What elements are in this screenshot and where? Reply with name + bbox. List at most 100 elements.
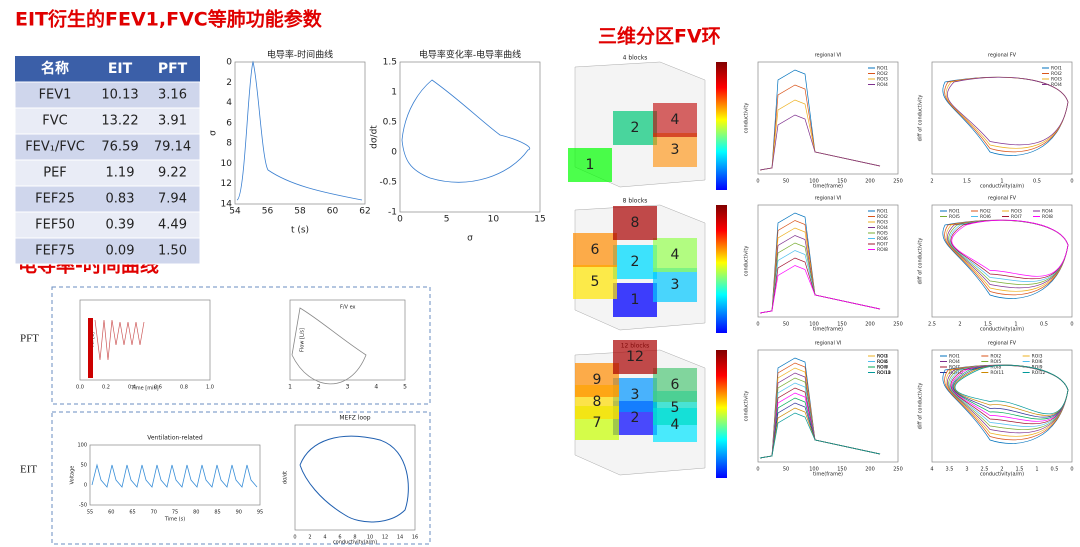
axis-label: conductivity (744, 103, 750, 134)
table-cell: 3.91 (158, 114, 187, 129)
y-tick-label: 0 (391, 148, 397, 158)
table-cell: 4.49 (158, 218, 187, 233)
x-tick-label: 15 (534, 215, 545, 225)
legend-label: ROI3 (1011, 209, 1022, 215)
legend-label: ROI8 (1042, 214, 1053, 220)
legend-label: ROI7 (877, 365, 888, 371)
table-cell: FEF25 (35, 192, 75, 207)
axis-label: dσ/dt (370, 125, 380, 149)
panel-frame (51, 286, 431, 405)
block-label: 5 (671, 400, 680, 416)
block-label: 8 (631, 215, 640, 231)
x-tick-label: 0.0 (76, 385, 84, 391)
x-tick-label: 1 (1035, 467, 1038, 473)
colorbar (716, 205, 727, 333)
cube-block (573, 233, 617, 267)
legend-label: ROI3 (877, 354, 888, 360)
block-label: 2 (631, 120, 640, 136)
axis-label: time(frame) (813, 327, 843, 333)
legend-label: ROI1 (877, 66, 888, 72)
table-cell: 76.59 (101, 140, 138, 155)
table-cell: FVC (42, 114, 67, 129)
x-tick-label: 150 (837, 467, 847, 473)
plot-title: regional FV (988, 53, 1017, 59)
section-title: EIT衍生的FEV1,FVC等肺功能参数 (15, 8, 323, 31)
block-label: 5 (591, 274, 600, 290)
plot-title: regional FV (988, 341, 1017, 347)
plot-frame (234, 61, 366, 205)
axis-label: conductivity (744, 246, 750, 277)
x-tick-label: 65 (129, 510, 135, 516)
x-tick-label: 100 (809, 467, 819, 473)
x-tick-label: 3 (965, 467, 968, 473)
x-tick-label: 80 (193, 510, 199, 516)
x-tick-label: 1 (1000, 179, 1003, 185)
legend-label: ROI1 (1051, 66, 1062, 72)
legend-label: ROI11 (990, 370, 1004, 376)
axis-label: diff of conductivity (918, 95, 924, 142)
x-tick-label: 0.5 (1051, 467, 1059, 473)
curve (954, 364, 1069, 415)
x-tick-label: 70 (151, 510, 157, 516)
block-label: 2 (631, 410, 640, 426)
legend-label: ROI5 (990, 359, 1001, 365)
axis-label: σ (467, 234, 473, 244)
plot-frame (294, 424, 416, 531)
block-label: 3 (671, 277, 680, 293)
legend-label: ROI7 (1011, 214, 1022, 220)
legend-label: ROI12 (1032, 370, 1046, 376)
x-tick-label: 60 (108, 510, 114, 516)
x-tick-label: 58 (294, 207, 306, 217)
curve (947, 76, 1069, 146)
row-label: PFT (20, 333, 39, 345)
bar (88, 318, 93, 378)
cube-title: 8 blocks (623, 198, 648, 205)
y-tick-label: 1 (391, 88, 397, 98)
x-tick-label: 0 (756, 179, 759, 185)
y-tick-label: -50 (79, 503, 87, 509)
x-tick-label: 2.5 (981, 467, 989, 473)
legend-label: ROI2 (990, 354, 1001, 360)
x-tick-label: 200 (865, 179, 875, 185)
y-tick-label: 4 (226, 98, 232, 108)
x-tick-label: 2 (308, 535, 311, 541)
legend-label: ROI3 (1032, 354, 1043, 360)
block-label: 3 (671, 142, 680, 158)
legend-label: ROI2 (877, 71, 888, 77)
block-label: 7 (593, 415, 602, 431)
axis-label: t (s) (291, 226, 309, 236)
x-tick-label: 75 (172, 510, 178, 516)
block-label: 12 (626, 349, 644, 365)
x-tick-label: 14 (397, 535, 403, 541)
table-cell: 13.22 (101, 114, 138, 129)
legend-label: ROI7 (949, 365, 960, 371)
legend-label: ROI10 (949, 370, 963, 376)
axis-label: Time (s) (164, 517, 185, 523)
x-tick-label: 0.2 (102, 385, 110, 391)
plot-title: 电导率-时间曲线 (267, 49, 333, 61)
x-tick-label: 62 (359, 207, 370, 217)
block-label: 4 (671, 112, 680, 128)
legend-label: ROI4 (949, 359, 960, 365)
x-tick-label: 0 (397, 215, 403, 225)
x-tick-label: 1.5 (984, 322, 992, 328)
x-tick-label: 1.5 (1016, 467, 1024, 473)
legend-label: ROI1 (877, 354, 888, 360)
panel-frame (51, 411, 431, 545)
axis-label: time(frame) (813, 472, 843, 478)
x-tick-label: 4 (323, 535, 326, 541)
legend-label: ROI11 (877, 370, 891, 376)
table-cell: 0.09 (106, 244, 135, 259)
cube-block (613, 111, 657, 145)
x-tick-label: 2 (1000, 467, 1003, 473)
row-label: EIT (20, 464, 37, 476)
y-tick-label: 1.5 (383, 58, 397, 68)
cube-block (653, 238, 697, 272)
x-tick-label: 200 (865, 322, 875, 328)
block-label: 3 (631, 387, 640, 403)
x-tick-label: 50 (783, 322, 789, 328)
legend-label: ROI4 (1051, 82, 1062, 88)
y-tick-label: 0 (226, 58, 232, 68)
cube-block (653, 103, 697, 137)
legend-label: ROI4 (877, 359, 888, 365)
